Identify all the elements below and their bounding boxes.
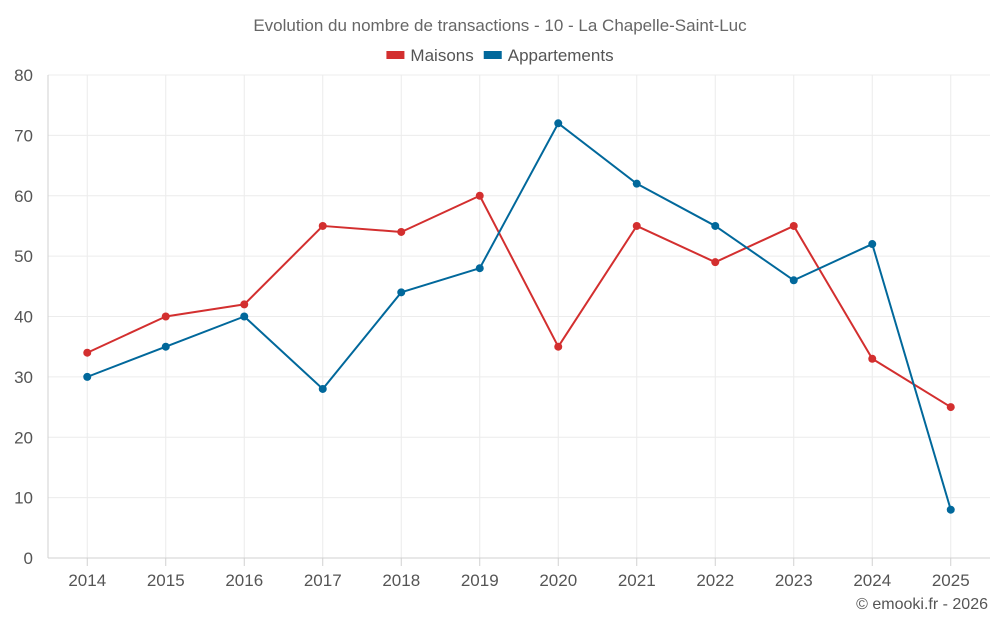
x-tick-label: 2021 [618,571,656,590]
y-tick-label: 20 [14,428,33,447]
series-line-appartements [86,122,952,510]
x-tick-label: 2016 [225,571,263,590]
data-point-appartements[interactable] [83,372,92,381]
legend-label-appartements[interactable]: Appartements [508,46,614,65]
chart-title: Evolution du nombre de transactions - 10… [253,16,747,35]
series-appartements [83,119,955,514]
x-tick-label: 2015 [147,571,185,590]
data-point-maisons[interactable] [397,227,406,236]
axes: 0 10 20 30 40 50 60 70 80 2014 2015 2016 2017 2018 201… [14,66,990,590]
grid [48,74,990,558]
data-point-maisons[interactable] [711,258,720,267]
data-point-appartements[interactable] [632,179,641,188]
data-point-appartements[interactable] [475,264,484,273]
y-tick-label: 70 [14,126,33,145]
data-point-appartements[interactable] [554,119,563,128]
series-line-maisons [86,194,952,408]
x-tick-label: 2014 [68,571,106,590]
x-tick-label: 2018 [382,571,420,590]
x-tick-label: 2024 [853,571,891,590]
x-tick-label: 2019 [461,571,499,590]
series-maisons [83,191,955,412]
legend: Maisons Appartements [386,46,614,65]
series [83,119,955,514]
y-tick-label: 0 [24,549,33,568]
data-point-appartements[interactable] [789,276,798,285]
data-point-maisons[interactable] [632,221,641,230]
data-point-appartements[interactable] [946,505,955,514]
x-tick-label: 2022 [696,571,734,590]
data-point-appartements[interactable] [240,312,249,321]
x-tick-label: 2017 [304,571,342,590]
data-point-maisons[interactable] [789,221,798,230]
data-point-maisons[interactable] [475,191,484,200]
y-tick-label: 50 [14,247,33,266]
y-tick-label: 60 [14,187,33,206]
legend-label-maisons[interactable]: Maisons [410,46,473,65]
data-point-appartements[interactable] [397,288,406,297]
data-point-appartements[interactable] [868,240,877,249]
data-point-maisons[interactable] [946,403,955,412]
data-point-maisons[interactable] [83,348,92,357]
x-tick-label: 2020 [539,571,577,590]
data-point-maisons[interactable] [868,354,877,363]
data-point-maisons[interactable] [318,221,327,230]
y-tick-label: 40 [14,308,33,327]
data-point-maisons[interactable] [161,312,170,321]
x-tick-label: 2023 [775,571,813,590]
y-tick-label: 30 [14,368,33,387]
data-point-appartements[interactable] [711,221,720,230]
data-point-maisons[interactable] [554,342,563,351]
legend-swatch-maisons [386,51,405,59]
data-point-maisons[interactable] [240,300,249,309]
y-tick-label: 80 [14,66,33,85]
credit-text: © emooki.fr - 2026 [856,596,988,613]
data-point-appartements[interactable] [161,342,170,351]
legend-swatch-appartements [483,51,502,59]
data-point-appartements[interactable] [318,384,327,393]
x-tick-label: 2025 [932,571,970,590]
y-tick-label: 10 [14,489,33,508]
